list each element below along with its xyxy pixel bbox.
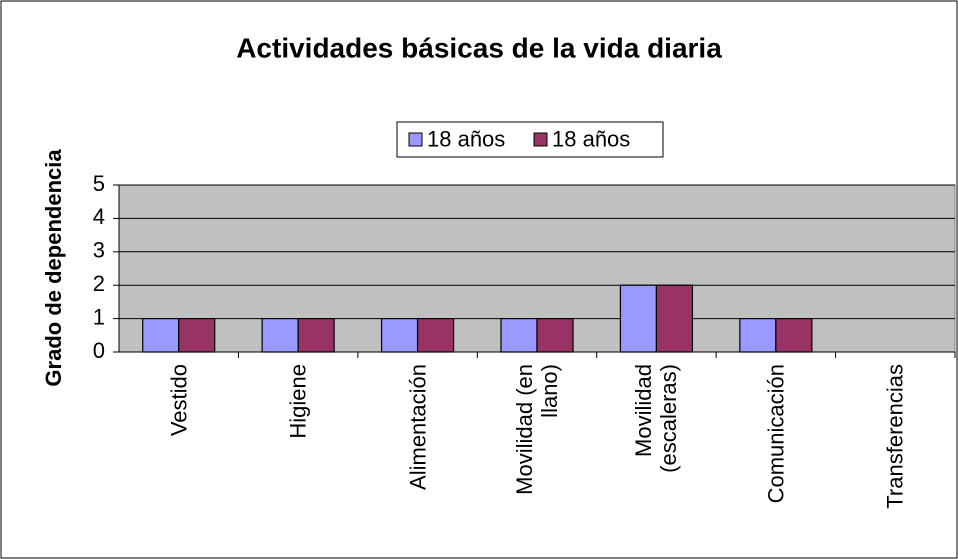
bar [739,318,777,353]
bar [261,318,299,353]
y-tick-label: 0 [93,338,105,363]
y-tick-label: 4 [93,204,105,229]
bar [178,318,216,353]
x-tick-label: Movilidad (en llano) [512,364,562,495]
y-axis-label: Grado de dependencia [41,149,66,387]
bar [655,284,694,353]
x-tick-label: Movilidad (escaleras) [631,364,682,473]
x-tick-label: Comunicación [763,364,789,504]
y-tick-label: 3 [93,238,105,263]
bar [142,318,180,353]
bar [297,318,335,353]
legend-label: 18 años [427,126,505,151]
x-tick-label: Transferencias [882,364,908,509]
x-tick-label: Alimentación [405,364,431,490]
legend-marker [533,132,548,147]
chart-title: Actividades básicas de la vida diaria [236,32,722,63]
bar [500,318,538,353]
y-tick-label: 1 [93,304,105,329]
bar [536,318,574,353]
y-tick-label: 5 [93,171,105,196]
legend-box [396,121,664,158]
y-tick-label: 2 [93,271,105,296]
bar [380,318,419,353]
bar [775,318,813,353]
bar [619,284,658,353]
legend-label: 18 años [552,126,630,151]
x-tick-label: Vestido [166,364,192,437]
legend-marker [408,132,423,147]
x-tick-label: Higiene [285,364,311,439]
bar [416,318,455,353]
